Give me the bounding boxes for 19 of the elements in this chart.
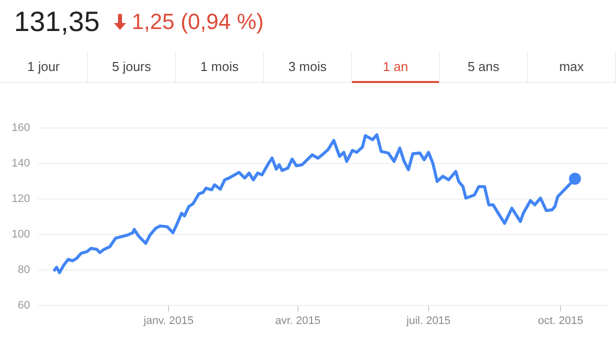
x-tick-label: avr. 2015	[275, 315, 321, 328]
text: max	[528, 52, 616, 82]
x-tick-label: janv. 2015	[142, 315, 194, 328]
y-tick-label: 140	[12, 158, 30, 170]
y-tick-label: 80	[18, 264, 30, 276]
x-tick-label: juil. 2015	[406, 315, 451, 328]
text: 1 mois	[176, 52, 264, 82]
text: 3 mois	[264, 52, 352, 82]
x-tick-label: oct. 2015	[538, 315, 584, 328]
text: 1 jour	[0, 52, 88, 82]
text: 5 jours	[88, 52, 176, 82]
text: 1 an	[352, 52, 440, 82]
y-tick-label: 160	[12, 122, 30, 134]
y-tick-label: 60	[18, 300, 30, 312]
y-tick-label: 120	[12, 193, 30, 206]
text: 5 ans	[440, 52, 528, 82]
y-tick-label: 100	[12, 228, 30, 241]
chart-subtitle: 1,25 (0,94 %)	[132, 9, 264, 35]
chart-title: 131,35	[14, 6, 100, 38]
